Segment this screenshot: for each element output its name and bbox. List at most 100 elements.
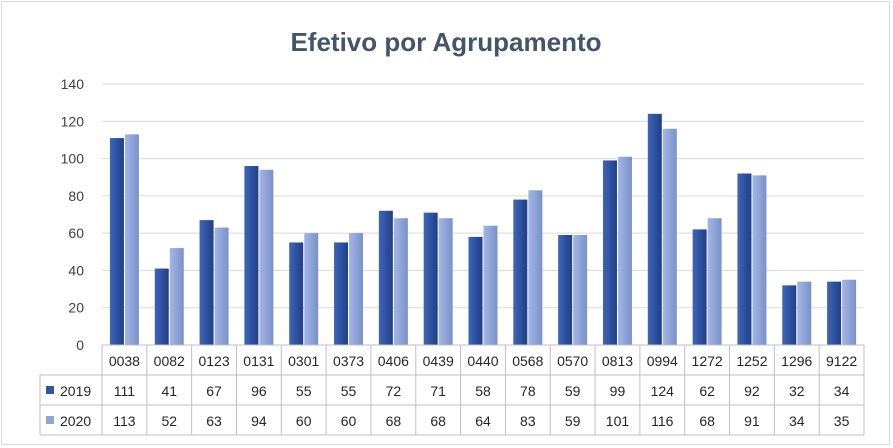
bar-2019-0813 (602, 160, 617, 345)
gridlines: 0 20 40 60 80 100 120 140 (61, 76, 864, 353)
category-label: 0570 (557, 353, 588, 369)
legend-key-2019 (46, 386, 54, 394)
data-label-2020: 68 (699, 413, 715, 429)
data-label-2019: 124 (651, 383, 675, 399)
bar-2020-0123 (214, 227, 229, 345)
data-label-2019: 58 (475, 383, 491, 399)
bar-2020-0813 (617, 156, 632, 345)
category-label: 0994 (647, 353, 678, 369)
data-label-2019: 111 (114, 383, 135, 399)
category-label: 0131 (243, 353, 274, 369)
category-label: 0123 (198, 353, 229, 369)
bar-2020-0082 (169, 248, 184, 345)
data-label-2020: 64 (475, 413, 491, 429)
data-label-2020: 60 (341, 413, 357, 429)
data-label-2019: 55 (341, 383, 357, 399)
data-label-2020: 35 (834, 413, 850, 429)
series-name: 2019 (60, 383, 91, 399)
data-label-2020: 91 (744, 413, 760, 429)
data-label-2019: 34 (834, 383, 850, 399)
bar-2020-1272 (707, 218, 722, 345)
bar-2019-0406 (378, 210, 393, 345)
chart-title: Efetivo por Agrupamento (290, 27, 601, 57)
category-label: 0406 (378, 353, 409, 369)
bar-2019-0994 (647, 113, 662, 345)
y-tick-label: 80 (68, 188, 84, 204)
bar-2020-0373 (349, 233, 364, 345)
data-label-2019: 32 (789, 383, 805, 399)
category-label: 1252 (736, 353, 767, 369)
data-label-2020: 101 (606, 413, 630, 429)
y-tick-label: 40 (68, 262, 84, 278)
data-label-2020: 34 (789, 413, 805, 429)
data-label-2019: 62 (699, 383, 715, 399)
bar-2020-0994 (662, 128, 677, 345)
category-label: 1272 (692, 353, 723, 369)
category-label: 0440 (467, 353, 498, 369)
bar-2019-1252 (737, 173, 752, 345)
y-tick-label: 20 (68, 300, 84, 316)
series-name: 2020 (60, 413, 91, 429)
category-label: 0082 (154, 353, 185, 369)
y-tick-label: 140 (61, 76, 85, 92)
data-label-2019: 92 (744, 383, 760, 399)
bar-2019-0373 (334, 242, 349, 345)
bar-2019-0038 (109, 138, 124, 345)
bar-2019-0301 (289, 242, 304, 345)
data-label-2020: 68 (386, 413, 402, 429)
bar-2019-0131 (244, 166, 259, 345)
bar-2020-0301 (304, 233, 319, 345)
legend-key-2020 (46, 416, 54, 424)
data-label-2020: 63 (206, 413, 222, 429)
bar-2020-0406 (393, 218, 408, 345)
y-tick-label: 0 (76, 337, 84, 353)
bar-2020-0570 (573, 235, 588, 345)
y-tick-label: 100 (61, 151, 85, 167)
bar-2019-0439 (423, 212, 438, 345)
bar-2020-9122 (842, 279, 857, 345)
data-table: 0038 0082 0123 0131 0301 0373 0406 0439 0440 0568… (39, 344, 865, 436)
bar-2020-1296 (797, 281, 812, 345)
bar-2019-1296 (782, 285, 797, 345)
category-label: 0813 (602, 353, 633, 369)
data-label-2019: 41 (161, 383, 177, 399)
bar-2020-1252 (752, 175, 767, 345)
data-label-2020: 116 (651, 413, 674, 429)
category-label: 0373 (333, 353, 364, 369)
bar-2019-0440 (468, 236, 483, 345)
bar-2019-1272 (692, 229, 707, 345)
category-label: 0568 (512, 353, 543, 369)
category-label: 0439 (423, 353, 454, 369)
category-label: 0301 (288, 353, 319, 369)
bar-2019-0123 (199, 220, 214, 345)
data-label-2019: 72 (386, 383, 402, 399)
bar-2020-0131 (259, 169, 274, 345)
data-label-2020: 59 (565, 413, 581, 429)
bar-2020-0568 (528, 190, 543, 345)
bar-2019-0570 (558, 235, 573, 345)
data-label-2019: 67 (206, 383, 222, 399)
bar-2020-0038 (124, 134, 139, 345)
data-label-2020: 68 (430, 413, 446, 429)
data-label-2019: 99 (610, 383, 626, 399)
data-label-2019: 71 (430, 383, 446, 399)
y-tick-label: 120 (61, 113, 85, 129)
bar-2019-0082 (154, 268, 169, 345)
data-label-2019: 78 (520, 383, 536, 399)
data-label-2020: 52 (161, 413, 177, 429)
data-label-2020: 113 (113, 413, 136, 429)
data-label-2019: 59 (565, 383, 581, 399)
bars (109, 113, 857, 345)
bar-2020-0439 (438, 218, 453, 345)
data-label-2019: 96 (251, 383, 267, 399)
data-label-2020: 94 (251, 413, 267, 429)
category-label: 9122 (826, 353, 857, 369)
category-label: 0038 (109, 353, 140, 369)
bar-2020-0440 (483, 225, 498, 345)
category-label: 1296 (781, 353, 812, 369)
bar-2019-9122 (827, 281, 842, 345)
bar-2019-0568 (513, 199, 528, 345)
data-label-2019: 55 (296, 383, 312, 399)
y-tick-label: 60 (68, 225, 84, 241)
